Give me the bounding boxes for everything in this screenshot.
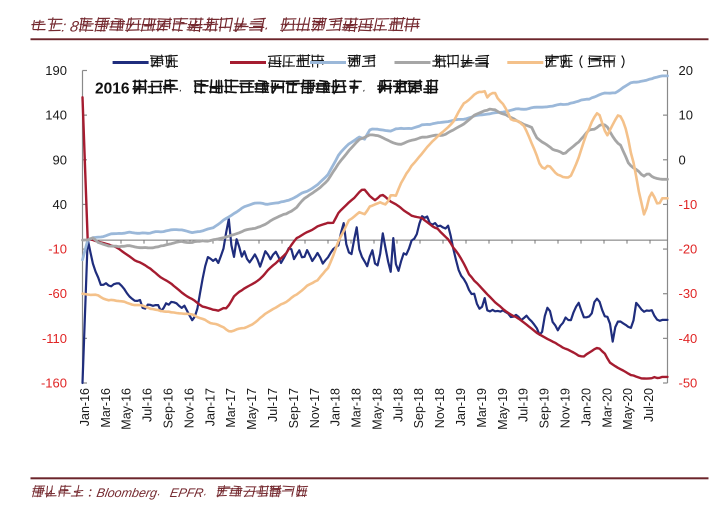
svg-text:Jan-19: Jan-19 (454, 388, 468, 426)
svg-text:Sep-19: Sep-19 (538, 388, 552, 428)
svg-text:-60: -60 (48, 286, 67, 301)
svg-text:0: 0 (679, 152, 686, 167)
svg-text:90: 90 (53, 152, 67, 167)
svg-text:Jan-17: Jan-17 (203, 388, 217, 426)
svg-text:10: 10 (679, 108, 693, 123)
svg-text:20: 20 (679, 63, 693, 78)
svg-text:May-17: May-17 (245, 388, 259, 430)
svg-text:Sep-16: Sep-16 (161, 388, 175, 428)
svg-text:: 8: : 8 (60, 19, 80, 36)
svg-text:May-20: May-20 (621, 388, 635, 430)
svg-text:-50: -50 (679, 376, 698, 391)
svg-text:Jan-20: Jan-20 (579, 388, 593, 426)
svg-text:EPFR: EPFR (169, 486, 205, 500)
svg-text:Jul-19: Jul-19 (517, 388, 531, 422)
svg-text:Mar-19: Mar-19 (475, 388, 489, 428)
svg-text:Jul-18: Jul-18 (391, 388, 405, 422)
svg-text:190: 190 (45, 63, 67, 78)
svg-text:-10: -10 (679, 197, 698, 212)
svg-text:Sep-17: Sep-17 (287, 388, 301, 428)
svg-text:140: 140 (45, 108, 67, 123)
svg-text:Nov-17: Nov-17 (308, 388, 322, 428)
svg-text:May-16: May-16 (120, 388, 134, 430)
svg-text:Nov-19: Nov-19 (558, 388, 572, 428)
svg-text:40: 40 (53, 197, 67, 212)
svg-text:Jan-16: Jan-16 (78, 388, 92, 426)
svg-text:Jul-17: Jul-17 (266, 388, 280, 422)
svg-text:Mar-18: Mar-18 (349, 388, 363, 428)
svg-text:May-18: May-18 (370, 388, 384, 430)
svg-text:-110: -110 (42, 331, 67, 346)
svg-text:-40: -40 (679, 331, 698, 346)
svg-text:Mar-20: Mar-20 (600, 388, 614, 428)
svg-text:Jul-20: Jul-20 (642, 388, 656, 422)
svg-text:May-19: May-19 (496, 388, 510, 430)
svg-text:-30: -30 (679, 286, 698, 301)
svg-text:Jul-16: Jul-16 (141, 388, 155, 422)
svg-text:-10: -10 (48, 242, 67, 257)
svg-text:Nov-18: Nov-18 (433, 388, 447, 428)
svg-text:Mar-16: Mar-16 (99, 388, 113, 428)
svg-text:-160: -160 (41, 376, 67, 391)
svg-text:Sep-18: Sep-18 (412, 388, 426, 428)
svg-text:Nov-16: Nov-16 (182, 388, 196, 428)
svg-text:Mar-17: Mar-17 (224, 388, 238, 428)
svg-text:Bloomberg: Bloomberg (95, 486, 158, 500)
svg-text:Jan-18: Jan-18 (329, 388, 343, 426)
svg-text:2016: 2016 (95, 81, 130, 98)
svg-text:-20: -20 (679, 242, 698, 257)
